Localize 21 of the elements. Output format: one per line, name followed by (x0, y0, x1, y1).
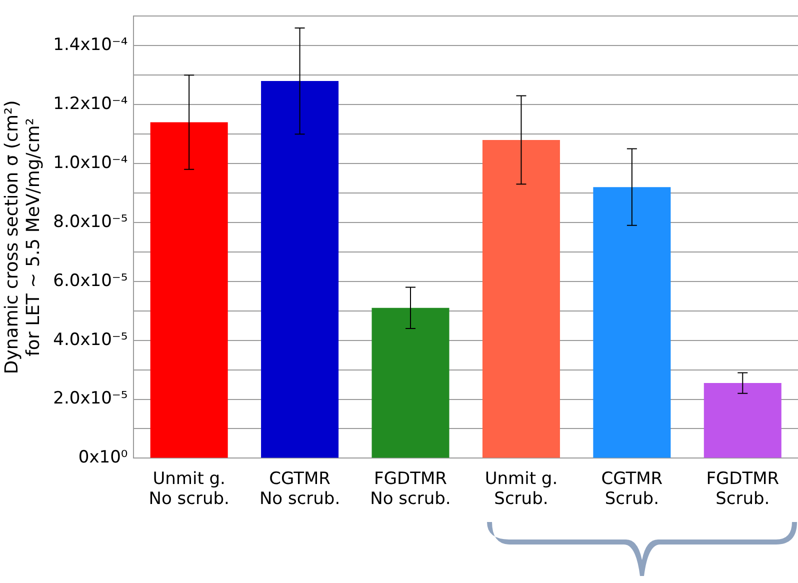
x-tick-label: Unmit g. Scrub. (484, 468, 558, 510)
bar (593, 187, 671, 458)
y-tick-label: 1.2x10⁻⁴ (53, 94, 128, 114)
x-tick-label: CGTMR No scrub. (259, 468, 340, 510)
bar (372, 308, 450, 458)
y-tick-label: 6.0x10⁻⁵ (53, 270, 128, 291)
x-tick-label: CGTMR Scrub. (601, 468, 663, 510)
y-tick-label: 1.4x10⁻⁴ (53, 35, 128, 56)
y-tick-label: 4.0x10⁻⁵ (53, 330, 128, 350)
y-tick-label: 2.0x10⁻⁵ (53, 388, 128, 409)
y-axis-title: Dynamic cross section σ (cm²) for LET ~ 5.5 MeV/mg/cm² (1, 100, 44, 374)
x-tick-label: FGDTMR No scrub. (370, 468, 451, 510)
bar (704, 383, 782, 458)
bar (261, 81, 339, 458)
y-tick-label: 8.0x10⁻⁵ (53, 212, 128, 232)
y-tick-label: 1.0x10⁻⁴ (53, 152, 128, 173)
x-tick-label: FGDTMR Scrub. (706, 468, 780, 510)
bar (150, 122, 228, 458)
y-tick-label: 0x10⁰ (78, 448, 128, 468)
bar (482, 140, 560, 458)
x-tick-label: Unmit g. No scrub. (148, 468, 230, 510)
